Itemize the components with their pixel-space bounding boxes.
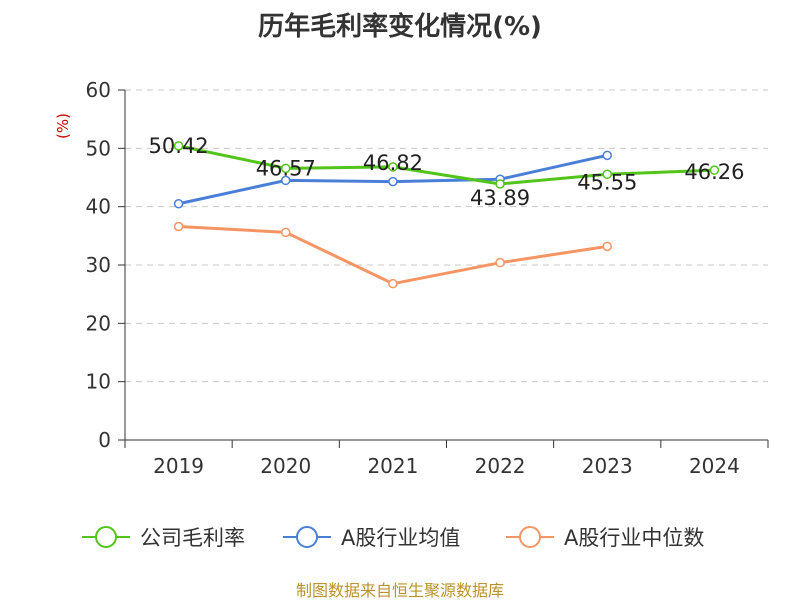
legend-label: A股行业均值 <box>341 526 460 550</box>
data-point <box>173 199 184 209</box>
legend-marker <box>95 526 117 548</box>
legend-marker <box>519 526 541 548</box>
data-point <box>388 176 398 187</box>
data-point <box>602 241 612 252</box>
data-point <box>602 150 612 161</box>
data-point <box>173 221 184 232</box>
legend-label: 公司毛利率 <box>140 526 245 550</box>
data-point <box>173 141 184 151</box>
y-tick-label: 30 <box>86 253 111 277</box>
chart-title: 历年毛利率变化情况(%) <box>258 12 542 42</box>
y-tick-label: 40 <box>86 195 111 219</box>
x-tick-label: 2022 <box>475 454 526 478</box>
y-tick-label: 50 <box>86 136 111 160</box>
x-tick-label: 2020 <box>260 454 311 478</box>
data-point <box>495 179 505 189</box>
x-tick-label: 2024 <box>689 454 740 478</box>
series-line <box>178 144 715 186</box>
data-point <box>602 169 612 180</box>
y-tick-label: 10 <box>86 370 111 394</box>
y-tick-label: 0 <box>98 428 111 452</box>
data-source: 制图数据来自恒生聚源数据库 <box>295 581 504 600</box>
legend-marker <box>296 526 318 548</box>
data-point <box>388 278 398 289</box>
data-label: 46.57 <box>256 156 316 180</box>
data-point <box>495 257 505 268</box>
x-tick-label: 2019 <box>153 454 204 478</box>
y-axis-label: (%) <box>54 113 72 139</box>
legend-label: A股行业中位数 <box>564 526 704 550</box>
data-point <box>388 162 398 172</box>
y-tick-label: 60 <box>86 78 111 102</box>
data-label: 50.42 <box>149 134 209 158</box>
series-line <box>178 225 608 286</box>
data-label: 43.89 <box>470 186 530 210</box>
x-tick-label: 2023 <box>582 454 633 478</box>
data-label: 46.82 <box>363 151 423 175</box>
y-tick-label: 20 <box>86 311 111 335</box>
data-point <box>709 165 720 175</box>
data-point <box>281 175 291 186</box>
data-point <box>281 227 291 238</box>
data-label: 46.26 <box>684 160 744 184</box>
data-point <box>281 163 291 174</box>
data-label: 45.55 <box>577 170 637 194</box>
x-tick-label: 2021 <box>367 454 418 478</box>
